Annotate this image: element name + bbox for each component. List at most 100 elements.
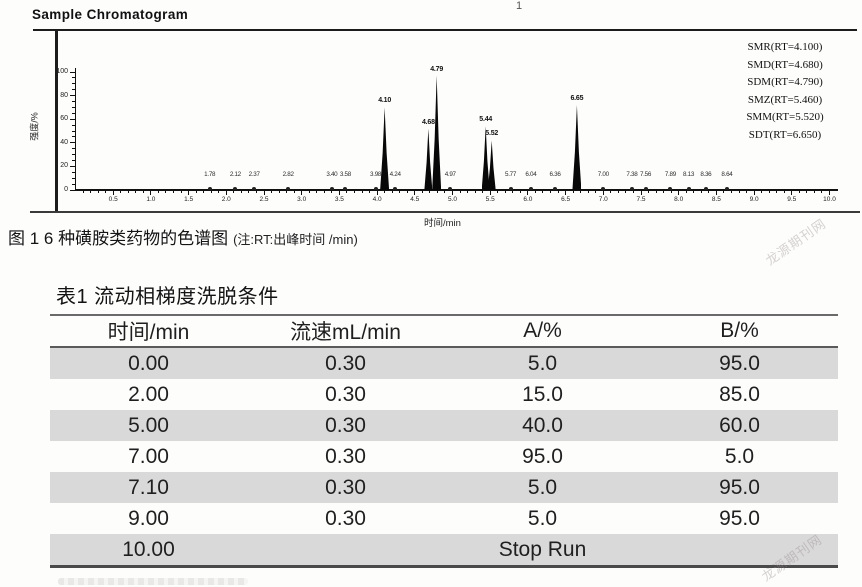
x-tick — [112, 190, 114, 195]
y-tick — [71, 136, 75, 138]
minor-peak-bump — [643, 186, 648, 190]
y-tick — [71, 183, 75, 185]
x-tick — [105, 190, 107, 193]
figure-caption-main: 图 1 6 种磺胺类药物的色谱图 — [8, 229, 229, 248]
table-cell: Stop Run — [498, 538, 587, 561]
table-row: 9.00 0.30 5.0 95.0 — [50, 503, 838, 534]
minor-peak-label: 7.89 — [664, 171, 676, 178]
peak — [380, 107, 390, 190]
figure-frame-top — [33, 29, 857, 31]
x-tick — [361, 190, 363, 193]
x-tick — [338, 190, 340, 195]
figure-caption-note: (注:RT:出峰时间 /min) — [233, 232, 358, 247]
x-tick — [580, 190, 582, 193]
x-tick — [210, 190, 212, 193]
x-tick — [693, 190, 695, 193]
y-tick — [69, 95, 75, 97]
legend-item: SMZ(RT=5.460) — [747, 93, 823, 106]
peak — [424, 128, 433, 190]
x-tick — [308, 190, 310, 193]
x-tick — [263, 190, 265, 195]
minor-peak-label: 8.64 — [721, 171, 733, 178]
x-tick-label: 9.5 — [787, 195, 797, 203]
x-tick — [331, 190, 333, 193]
x-tick — [293, 190, 295, 193]
x-tick — [617, 190, 619, 193]
figure-title: Sample Chromatogram — [32, 7, 189, 22]
peak-label: 5.52 — [485, 130, 499, 138]
minor-peak-label: 3.58 — [339, 171, 351, 178]
x-tick — [670, 190, 672, 193]
x-tick — [376, 190, 378, 195]
minor-peak-label: 8.13 — [682, 171, 695, 178]
x-axis-label: 时间/min — [424, 218, 461, 229]
x-tick — [761, 190, 763, 193]
x-tick-label: 7.0 — [598, 195, 608, 203]
x-tick — [587, 190, 589, 193]
x-tick — [218, 190, 220, 193]
table-header-cell: 流速mL/min — [247, 315, 444, 348]
x-tick — [384, 190, 386, 193]
x-tick — [444, 190, 446, 193]
x-tick — [738, 190, 740, 193]
minor-peak-label: 5.77 — [505, 171, 517, 178]
table-cell: 95.0 — [719, 476, 760, 499]
chromatogram-figure: Sample Chromatogram 1 强度/% 时间/min SMR(RT… — [0, 0, 862, 260]
x-tick — [783, 190, 785, 193]
table-cell: 5.0 — [527, 507, 558, 530]
x-tick — [369, 190, 371, 193]
legend-item: SMD(RT=4.680) — [747, 58, 823, 71]
y-axis-line — [74, 68, 77, 190]
minor-peak-label: 2.82 — [282, 171, 294, 178]
x-tick — [459, 190, 461, 193]
cutoff-text-line — [58, 578, 248, 585]
x-tick — [406, 190, 408, 193]
x-tick — [173, 190, 175, 193]
x-tick — [542, 190, 544, 193]
y-tick-label: 60 — [60, 115, 68, 123]
x-tick — [353, 190, 355, 193]
y-tick — [71, 177, 75, 179]
table-cell: 40.0 — [522, 414, 563, 437]
x-tick — [489, 190, 491, 195]
x-tick — [685, 190, 687, 193]
table-row: 10.00 Stop Run — [50, 534, 838, 567]
minor-peak-bump — [286, 186, 291, 190]
y-tick — [71, 124, 75, 126]
gradient-table-section: 表1 流动相梯度洗脱条件 时间/min 流速mL/min A/% B/% 0.00 0.… — [50, 280, 838, 568]
minor-peak-bump — [724, 186, 729, 190]
x-tick — [655, 190, 657, 193]
minor-peak-label: 7.00 — [597, 171, 609, 178]
y-tick — [69, 189, 75, 191]
table-cell: 0.30 — [325, 507, 366, 530]
x-tick-label: 8.5 — [711, 195, 721, 203]
minor-peak-bump — [528, 186, 533, 190]
x-tick — [120, 190, 122, 193]
table-cell: 0.30 — [325, 352, 366, 375]
minor-peak-bump — [329, 186, 334, 190]
x-tick — [195, 190, 197, 193]
table-cell: 7.10 — [128, 476, 169, 499]
minor-peak-bump — [508, 186, 513, 190]
peak-label: 4.79 — [430, 65, 444, 73]
minor-peak-label: 4.24 — [389, 171, 401, 178]
x-tick — [399, 190, 401, 193]
peak-label: 4.68 — [421, 118, 435, 126]
table-cell: 15.0 — [522, 383, 563, 406]
x-tick — [135, 190, 137, 193]
legend-item: SDM(RT=4.790) — [747, 76, 823, 89]
table-cell: 0.00 — [128, 352, 169, 375]
table-row: 2.00 0.30 15.0 85.0 — [50, 379, 838, 410]
legend-item: SDT(RT=6.650) — [748, 128, 822, 141]
y-tick — [71, 160, 75, 162]
y-tick — [71, 77, 75, 79]
minor-peak-bump — [393, 186, 398, 190]
y-tick — [71, 106, 75, 108]
table-cell: 5.0 — [527, 476, 558, 499]
x-tick — [663, 190, 665, 193]
x-tick — [255, 190, 257, 193]
x-tick — [708, 190, 710, 193]
x-tick-label: 4.5 — [410, 195, 420, 203]
table-header-cell: A/% — [444, 315, 641, 348]
x-tick-label: 2.0 — [221, 195, 231, 203]
